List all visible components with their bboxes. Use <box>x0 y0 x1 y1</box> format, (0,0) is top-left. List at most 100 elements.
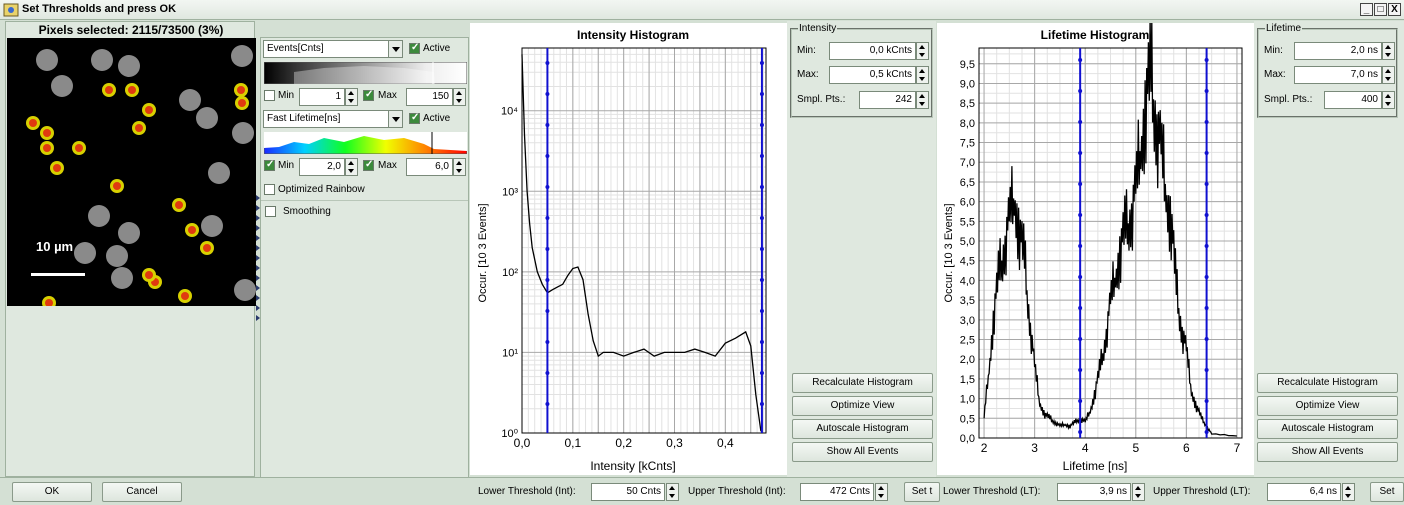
cancel-button[interactable]: Cancel <box>102 482 182 502</box>
lifetime-active-checkbox[interactable] <box>409 112 420 124</box>
optimized-rainbow-checkbox[interactable] <box>264 184 275 195</box>
threshold-marker <box>1078 399 1083 403</box>
lifetime-max-spinner[interactable] <box>453 158 466 176</box>
gray-cell <box>118 222 140 244</box>
optimized-rainbow-label: Optimized Rainbow <box>278 184 365 195</box>
lifetime-max-field[interactable]: 6,0 <box>406 158 453 176</box>
lifetime-pts-spinner[interactable] <box>1382 91 1395 109</box>
intensity-min-field[interactable]: 0,0 kCnts <box>829 42 916 60</box>
recalculate-histogram-button[interactable]: Recalculate Histogram <box>1257 373 1398 393</box>
y-tick-label: 3,0 <box>960 315 975 327</box>
intensity-pts-label: Smpl. Pts.: <box>797 94 846 105</box>
set-lt-threshold-button[interactable]: Set <box>1370 482 1404 502</box>
bright-cell-core <box>128 86 136 94</box>
show-all-events-button[interactable]: Show All Events <box>1257 442 1398 462</box>
title-bar: Set Thresholds and press OK _ □ X <box>0 0 1404 20</box>
x-tick-label: 0,0 <box>514 436 531 450</box>
splitter-arrow-icon <box>256 215 260 221</box>
ok-button[interactable]: OK <box>12 482 92 502</box>
intensity-series-line <box>521 54 762 432</box>
intensity-pts-field[interactable]: 242 <box>859 91 916 109</box>
lower-threshold-lt-spinner[interactable] <box>1132 483 1145 501</box>
intensity-max-spinner[interactable] <box>916 66 929 84</box>
events-max-checkbox[interactable] <box>363 89 374 101</box>
autoscale-histogram-button[interactable]: Autoscale Histogram <box>1257 419 1398 439</box>
y-tick-label: 9,0 <box>960 78 975 90</box>
threshold-marker <box>759 123 764 127</box>
lifetime-min-spinner[interactable] <box>345 158 358 176</box>
threshold-marker <box>759 92 764 96</box>
events-select[interactable]: Events[Cnts] <box>263 40 403 58</box>
upper-threshold-int-field[interactable]: 472 Cnts <box>800 483 874 501</box>
x-tick-label: 0,4 <box>717 436 734 450</box>
events-min-spinner[interactable] <box>345 88 358 106</box>
fluorescence-image[interactable] <box>7 38 256 306</box>
intensity-settings-panel: Intensity Min: 0,0 kCnts Max: 0,5 kCnts … <box>787 21 936 477</box>
maximize-button[interactable]: □ <box>1374 3 1387 16</box>
optimize-view-button[interactable]: Optimize View <box>792 396 933 416</box>
lower-threshold-int-spinner[interactable] <box>666 483 679 501</box>
set-int-threshold-button[interactable]: Set t <box>904 482 940 502</box>
threshold-marker <box>759 216 764 220</box>
lifetime-max-field[interactable]: 7,0 ns <box>1294 66 1382 84</box>
lifetime-min-spinner[interactable] <box>1382 42 1395 60</box>
events-lut-bar[interactable] <box>264 62 467 84</box>
recalculate-histogram-button[interactable]: Recalculate Histogram <box>792 373 933 393</box>
lifetime-pts-label: Smpl. Pts.: <box>1264 94 1313 105</box>
x-tick-label: 0,1 <box>564 436 581 450</box>
panel-splitter[interactable] <box>256 195 260 325</box>
lifetime-select-value: Fast Lifetime[ns] <box>267 113 341 124</box>
smoothing-label: Smoothing <box>283 206 331 217</box>
lower-threshold-int-field[interactable]: 50 Cnts <box>591 483 665 501</box>
scale-bar-label: 10 µm <box>36 239 74 254</box>
lifetime-select[interactable]: Fast Lifetime[ns] <box>263 110 403 128</box>
minimize-button[interactable]: _ <box>1360 3 1373 16</box>
upper-threshold-lt-field[interactable]: 6,4 ns <box>1267 483 1341 501</box>
upper-threshold-int-spinner[interactable] <box>875 483 888 501</box>
x-tick-label: 0,2 <box>615 436 632 450</box>
threshold-marker <box>1204 368 1209 372</box>
lifetime-min-field[interactable]: 2,0 ns <box>1294 42 1382 60</box>
intensity-histogram-chart[interactable]: Intensity Histogram Intensity [kCnts] Oc… <box>470 23 787 475</box>
intensity-pts-spinner[interactable] <box>916 91 929 109</box>
threshold-marker <box>1204 275 1209 279</box>
events-max-field[interactable]: 150 <box>406 88 453 106</box>
lifetime-max-spinner[interactable] <box>1382 66 1395 84</box>
events-max-spinner[interactable] <box>453 88 466 106</box>
threshold-marker <box>1204 58 1209 62</box>
lifetime-min-checkbox[interactable] <box>264 159 275 171</box>
lifetime-max-checkbox[interactable] <box>363 159 374 171</box>
threshold-marker <box>545 278 550 282</box>
upper-threshold-lt-spinner[interactable] <box>1342 483 1355 501</box>
lifetime-lut-bar[interactable] <box>264 132 467 154</box>
show-all-events-button[interactable]: Show All Events <box>792 442 933 462</box>
gray-cell <box>234 279 256 301</box>
autoscale-histogram-button[interactable]: Autoscale Histogram <box>792 419 933 439</box>
intensity-group: Intensity Min: 0,0 kCnts Max: 0,5 kCnts … <box>790 23 933 118</box>
bright-cell-core <box>175 201 183 209</box>
threshold-marker <box>1204 306 1209 310</box>
lifetime-min-field[interactable]: 2,0 <box>299 158 345 176</box>
gray-cell <box>106 245 128 267</box>
lifetime-pts-field[interactable]: 400 <box>1324 91 1382 109</box>
lower-threshold-lt-field[interactable]: 3,9 ns <box>1057 483 1131 501</box>
bright-cell-core <box>237 86 245 94</box>
bright-cell-core <box>145 271 153 279</box>
lifetime-histogram-chart[interactable]: Lifetime Histogram Lifetime [ns] Occur. … <box>937 23 1254 475</box>
upper-threshold-int-label: Upper Threshold (Int): <box>688 486 786 497</box>
gray-cell <box>118 55 140 77</box>
threshold-marker <box>1078 368 1083 372</box>
divider <box>261 200 468 201</box>
events-min-checkbox[interactable] <box>264 90 275 101</box>
y-tick-label: 6,0 <box>960 197 975 209</box>
threshold-marker <box>1078 430 1083 434</box>
events-active-checkbox[interactable] <box>409 42 420 54</box>
close-button[interactable]: X <box>1388 3 1401 16</box>
image-panel: Pixels selected: 2115/73500 (3%) 10 µm <box>5 21 256 477</box>
optimize-view-button[interactable]: Optimize View <box>1257 396 1398 416</box>
events-min-field[interactable]: 1 <box>299 88 345 106</box>
y-tick-label: 2,0 <box>960 354 975 366</box>
smoothing-checkbox[interactable] <box>265 206 276 217</box>
intensity-min-spinner[interactable] <box>916 42 929 60</box>
intensity-max-field[interactable]: 0,5 kCnts <box>829 66 916 84</box>
